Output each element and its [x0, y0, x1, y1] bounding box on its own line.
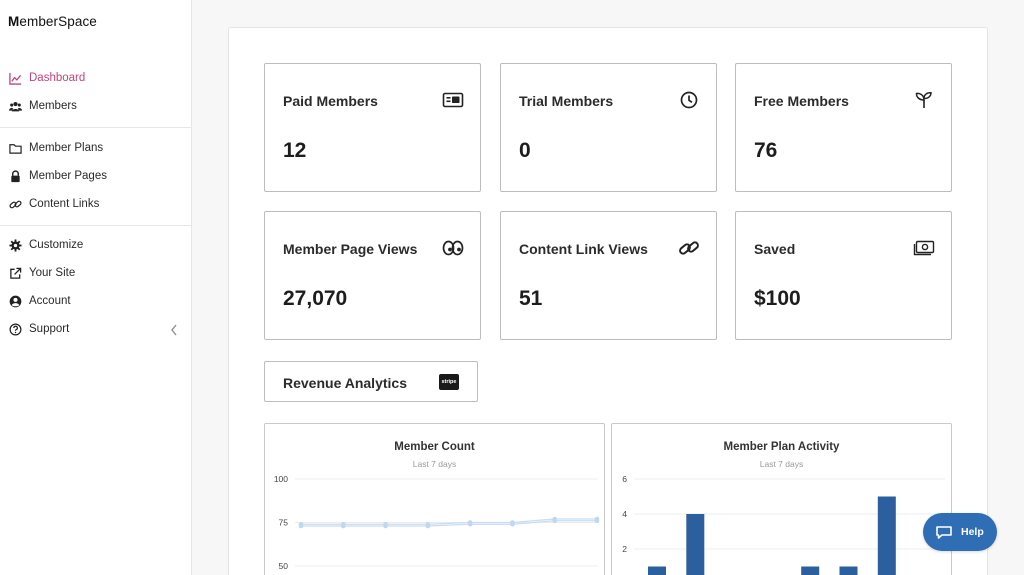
folder-icon [8, 141, 22, 155]
help-label: Help [961, 526, 984, 538]
bar [648, 566, 666, 575]
member-count-chart: Member Count Last 7 days 100 75 50 [264, 423, 605, 575]
stat-card-saved[interactable]: Saved $100 [735, 211, 952, 340]
stat-title: Content Link Views [519, 241, 648, 257]
data-point [298, 523, 304, 529]
y-tick-label: 50 [279, 561, 289, 571]
help-button[interactable]: Help [923, 513, 997, 551]
chat-bubble-icon [935, 524, 953, 540]
stat-title: Paid Members [283, 93, 378, 109]
stat-value: 51 [519, 287, 543, 310]
sidebar-item-label: Member Pages [29, 170, 107, 182]
stat-card-free-members[interactable]: Free Members 76 [735, 63, 952, 192]
sidebar-item-member-plans[interactable]: Member Plans [0, 134, 192, 162]
stat-value: 12 [283, 139, 307, 162]
bar [686, 514, 705, 575]
revenue-analytics-button[interactable]: Revenue Analytics stripe [264, 361, 478, 402]
stat-value: 27,070 [283, 287, 348, 310]
stat-card-trial-members[interactable]: Trial Members 0 [500, 63, 717, 192]
nav-content: Member Plans Member Pages Content Links [0, 134, 192, 218]
stat-value: 76 [754, 139, 778, 162]
users-icon [8, 99, 22, 113]
lock-icon [8, 169, 22, 183]
y-tick-label: 100 [274, 474, 288, 484]
sidebar-item-label: Your Site [29, 267, 76, 279]
stat-value: $100 [754, 287, 801, 310]
sidebar-item-label: Account [29, 295, 71, 307]
sidebar-divider [0, 127, 192, 128]
sidebar-item-label: Dashboard [29, 72, 86, 84]
sidebar-item-label: Members [29, 100, 77, 112]
chart-title: Member Count [394, 441, 475, 453]
data-point [383, 523, 388, 529]
y-tick-label: 2 [622, 544, 627, 554]
sidebar-item-dashboard[interactable]: Dashboard [0, 64, 192, 92]
stat-card-content-link-views[interactable]: Content Link Views 51 [500, 211, 717, 340]
data-point [340, 523, 346, 529]
stat-title: Free Members [754, 93, 849, 109]
series-line [301, 518, 597, 525]
stat-title: Saved [754, 241, 796, 257]
sidebar-item-account[interactable]: Account [0, 287, 192, 315]
chart-line-icon [8, 71, 22, 85]
sidebar-item-support[interactable]: Support [0, 315, 192, 343]
stat-title: Member Page Views [283, 241, 418, 257]
member-count-plot: 100 75 50 [274, 474, 600, 571]
sidebar-item-label: Member Plans [29, 142, 104, 154]
y-tick-label: 75 [279, 518, 289, 528]
revenue-analytics-label: Revenue Analytics [283, 375, 407, 391]
sidebar-item-label: Customize [29, 239, 84, 251]
stat-title: Trial Members [519, 93, 614, 109]
sidebar-item-your-site[interactable]: Your Site [0, 259, 192, 287]
clock-icon [678, 90, 700, 110]
question-circle-icon [8, 322, 22, 336]
nav-settings: Customize Your Site Account Support [0, 231, 192, 343]
chart-title: Member Plan Activity [723, 441, 840, 453]
seedling-icon [913, 90, 935, 110]
sidebar-item-members[interactable]: Members [0, 92, 192, 120]
member-plan-activity-chart: Member Plan Activity Last 7 days 6 4 2 [611, 423, 952, 575]
sidebar-item-member-pages[interactable]: Member Pages [0, 162, 192, 190]
sidebar-divider [0, 225, 192, 226]
series-line [301, 520, 597, 527]
link-icon [8, 197, 22, 211]
data-point [552, 518, 558, 524]
user-circle-icon [8, 294, 22, 308]
chart-subtitle: Last 7 days [412, 459, 457, 469]
sidebar-item-content-links[interactable]: Content Links [0, 190, 192, 218]
brand-logo[interactable]: MemberSpace [8, 14, 97, 29]
y-tick-label: 4 [622, 509, 627, 519]
sidebar: MemberSpace Dashboard Members Member Pla… [0, 0, 192, 575]
sidebar-item-label: Support [29, 323, 70, 335]
member-plan-activity-plot: 6 4 2 [622, 474, 945, 575]
money-bill-icon [913, 238, 935, 258]
sidebar-item-label: Content Links [29, 198, 100, 210]
nav-primary: Dashboard Members [0, 64, 192, 120]
bar [839, 566, 858, 575]
sidebar-item-customize[interactable]: Customize [0, 231, 192, 259]
data-point [594, 518, 600, 524]
data-point [510, 521, 515, 527]
bar [877, 496, 896, 575]
gear-icon [8, 238, 22, 252]
data-point [425, 523, 431, 529]
data-point [467, 521, 473, 527]
y-tick-label: 6 [622, 474, 627, 484]
stripe-badge: stripe [439, 374, 459, 390]
bar [801, 566, 820, 575]
external-link-icon [8, 266, 22, 280]
stat-value: 0 [519, 139, 531, 162]
id-card-icon [442, 90, 464, 110]
stat-card-member-page-views[interactable]: Member Page Views 27,070 [264, 211, 481, 340]
link-icon [678, 238, 700, 258]
collapse-sidebar-chevron-icon[interactable] [169, 323, 179, 337]
stat-card-paid-members[interactable]: Paid Members 12 [264, 63, 481, 192]
chart-subtitle: Last 7 days [759, 459, 804, 469]
eyes-icon [442, 238, 464, 258]
